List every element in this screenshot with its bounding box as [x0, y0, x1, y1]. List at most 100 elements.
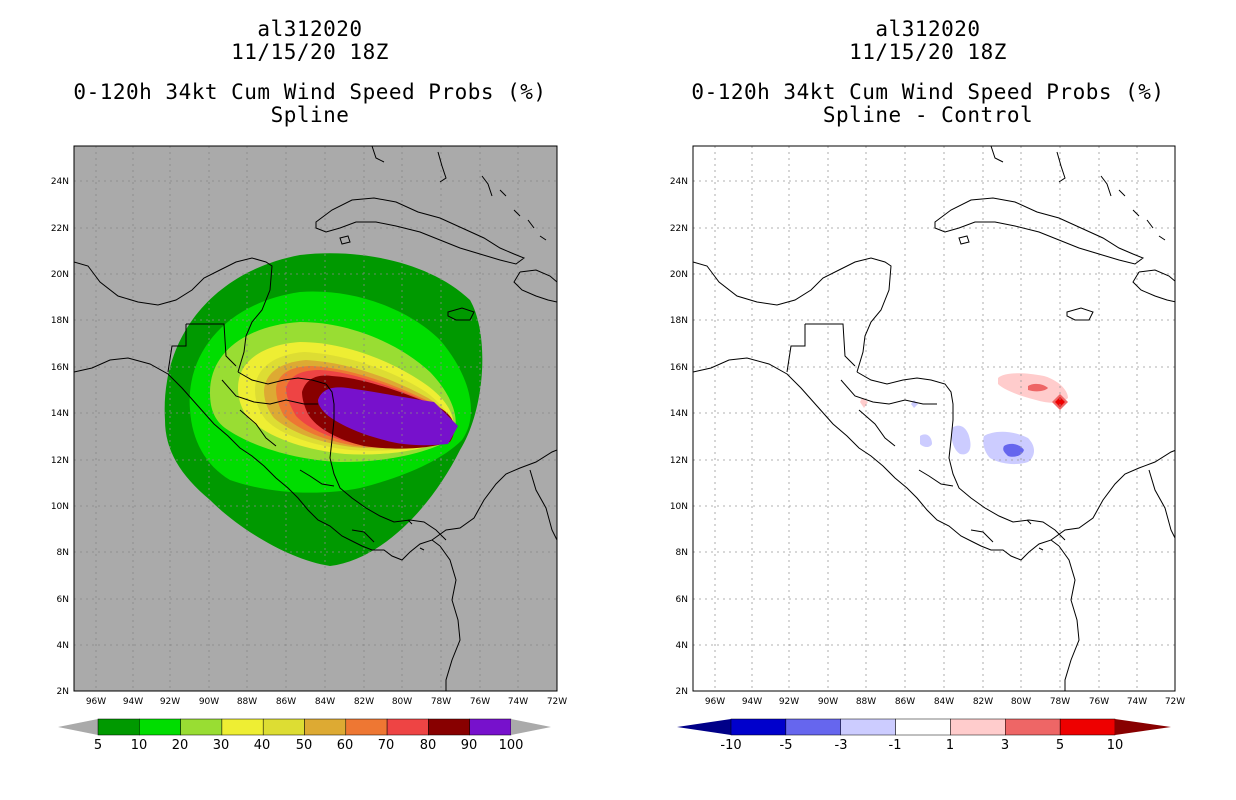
- lat-tick: 4N: [676, 641, 688, 651]
- lat-tick: 22N: [51, 224, 69, 234]
- lat-tick: 16N: [51, 363, 69, 373]
- left-colorbar-boxes: [97, 718, 512, 736]
- colorbar-label: 30: [213, 738, 230, 753]
- lon-tick: 86W: [895, 697, 915, 707]
- left-storm-id: al312020: [257, 17, 363, 41]
- colorbar-over-arrow: [511, 719, 551, 735]
- lon-tick: 72W: [547, 697, 567, 707]
- colorbar-label: -1: [889, 738, 902, 753]
- left-gridlines: [74, 146, 557, 691]
- colorbar-box: [304, 718, 347, 736]
- left-product-title: 0-120h 34kt Cum Wind Speed Probs (%): [73, 80, 547, 104]
- left-colorbar: 5 10 20 30 40 50 60 70 80 90 100: [58, 718, 551, 753]
- lat-tick: 16N: [670, 363, 688, 373]
- left-subtitle: Spline: [270, 103, 350, 127]
- lon-tick: 92W: [160, 697, 180, 707]
- lat-tick: 6N: [676, 595, 688, 605]
- right-map-frame: [692, 145, 1176, 692]
- right-map-background: [693, 146, 1175, 691]
- lat-tick: 18N: [51, 316, 69, 326]
- colorbar-label: 3: [1001, 738, 1009, 753]
- colorbar-box: [469, 718, 512, 736]
- lon-tick: 88W: [237, 697, 257, 707]
- colorbar-label: 50: [296, 738, 313, 753]
- colorbar-label: -5: [780, 738, 793, 753]
- diff-positive-3: [1028, 383, 1048, 392]
- lon-tick: 82W: [973, 697, 993, 707]
- colorbar-label: 10: [131, 738, 148, 753]
- colorbar-under-arrow: [58, 719, 98, 735]
- right-datetime: 11/15/20 18Z: [849, 40, 1007, 64]
- lon-tick: 78W: [431, 697, 451, 707]
- right-colorbar: -10 -5 -3 -1 1 3 5 10: [677, 718, 1171, 753]
- colorbar-box: [1005, 718, 1061, 736]
- lon-tick: 74W: [508, 697, 528, 707]
- right-difference-contours: [860, 373, 1068, 465]
- lat-tick: 20N: [670, 270, 688, 280]
- lon-tick: 90W: [199, 697, 219, 707]
- colorbar-box: [345, 718, 388, 736]
- left-lon-ticks: 96W 94W 92W 90W 88W 86W 84W 82W 80W 78W …: [86, 697, 567, 707]
- lat-tick: 18N: [670, 316, 688, 326]
- left-title-block: al312020 11/15/20 18Z 0-120h 34kt Cum Wi…: [60, 18, 560, 127]
- left-probability-contours: [164, 253, 483, 566]
- colorbar-box: [428, 718, 470, 736]
- lat-tick: 8N: [676, 548, 688, 558]
- right-storm-id: al312020: [875, 17, 981, 41]
- lon-tick: 96W: [705, 697, 725, 707]
- lon-tick: 80W: [1011, 697, 1031, 707]
- colorbar-box: [97, 718, 140, 736]
- colorbar-label: 10: [1107, 738, 1124, 753]
- colorbar-box: [895, 718, 951, 736]
- colorbar-box: [1059, 718, 1116, 736]
- colorbar-box: [221, 718, 264, 736]
- right-colorbar-boxes: [730, 718, 1116, 736]
- lon-tick: 88W: [856, 697, 876, 707]
- lat-tick: 2N: [57, 687, 69, 697]
- colorbar-box: [386, 718, 429, 736]
- lon-tick: 94W: [123, 697, 143, 707]
- colorbar-box: [262, 718, 305, 736]
- right-product-title: 0-120h 34kt Cum Wind Speed Probs (%): [691, 80, 1165, 104]
- left-datetime: 11/15/20 18Z: [231, 40, 389, 64]
- right-subtitle: Spline - Control: [822, 103, 1034, 127]
- colorbar-under-arrow: [677, 719, 731, 735]
- colorbar-over-arrow: [1115, 719, 1171, 735]
- colorbar-label: 60: [337, 738, 354, 753]
- colorbar-box: [139, 718, 181, 736]
- colorbar-label: 5: [1056, 738, 1064, 753]
- right-title-block: al312020 11/15/20 18Z 0-120h 34kt Cum Wi…: [678, 18, 1178, 127]
- left-map-panel: 24N 22N 20N 18N 16N 14N 12N 10N 8N 6N 4N…: [51, 145, 567, 753]
- right-map-panel: 24N 22N 20N 18N 16N 14N 12N 10N 8N 6N 4N…: [670, 145, 1185, 753]
- diff-negative-3: [1003, 443, 1024, 457]
- lon-tick: 92W: [779, 697, 799, 707]
- lon-tick: 76W: [1089, 697, 1109, 707]
- colorbar-label: 40: [254, 738, 271, 753]
- lon-tick: 94W: [742, 697, 762, 707]
- lon-tick: 74W: [1127, 697, 1147, 707]
- lon-tick: 96W: [86, 697, 106, 707]
- lon-tick: 90W: [818, 697, 838, 707]
- lat-tick: 10N: [670, 502, 688, 512]
- lat-tick: 2N: [676, 687, 688, 697]
- lon-tick: 86W: [276, 697, 296, 707]
- lon-tick: 84W: [315, 697, 335, 707]
- colorbar-label: 80: [420, 738, 437, 753]
- diff-negative-1: [951, 425, 971, 455]
- colorbar-box: [950, 718, 1006, 736]
- lon-tick: 80W: [392, 697, 412, 707]
- diff-positive-small: [860, 398, 868, 408]
- lat-tick: 14N: [670, 409, 688, 419]
- lon-tick: 82W: [354, 697, 374, 707]
- colorbar-label: -10: [720, 738, 741, 753]
- lon-tick: 84W: [934, 697, 954, 707]
- diff-negative-4: [920, 434, 932, 447]
- colorbar-label: 90: [461, 738, 478, 753]
- lat-tick: 6N: [57, 595, 69, 605]
- colorbar-label: 20: [172, 738, 189, 753]
- left-map-frame: [73, 145, 558, 692]
- lat-tick: 12N: [670, 456, 688, 466]
- lat-tick: 4N: [57, 641, 69, 651]
- lat-tick: 24N: [670, 177, 688, 187]
- colorbar-label: -3: [835, 738, 848, 753]
